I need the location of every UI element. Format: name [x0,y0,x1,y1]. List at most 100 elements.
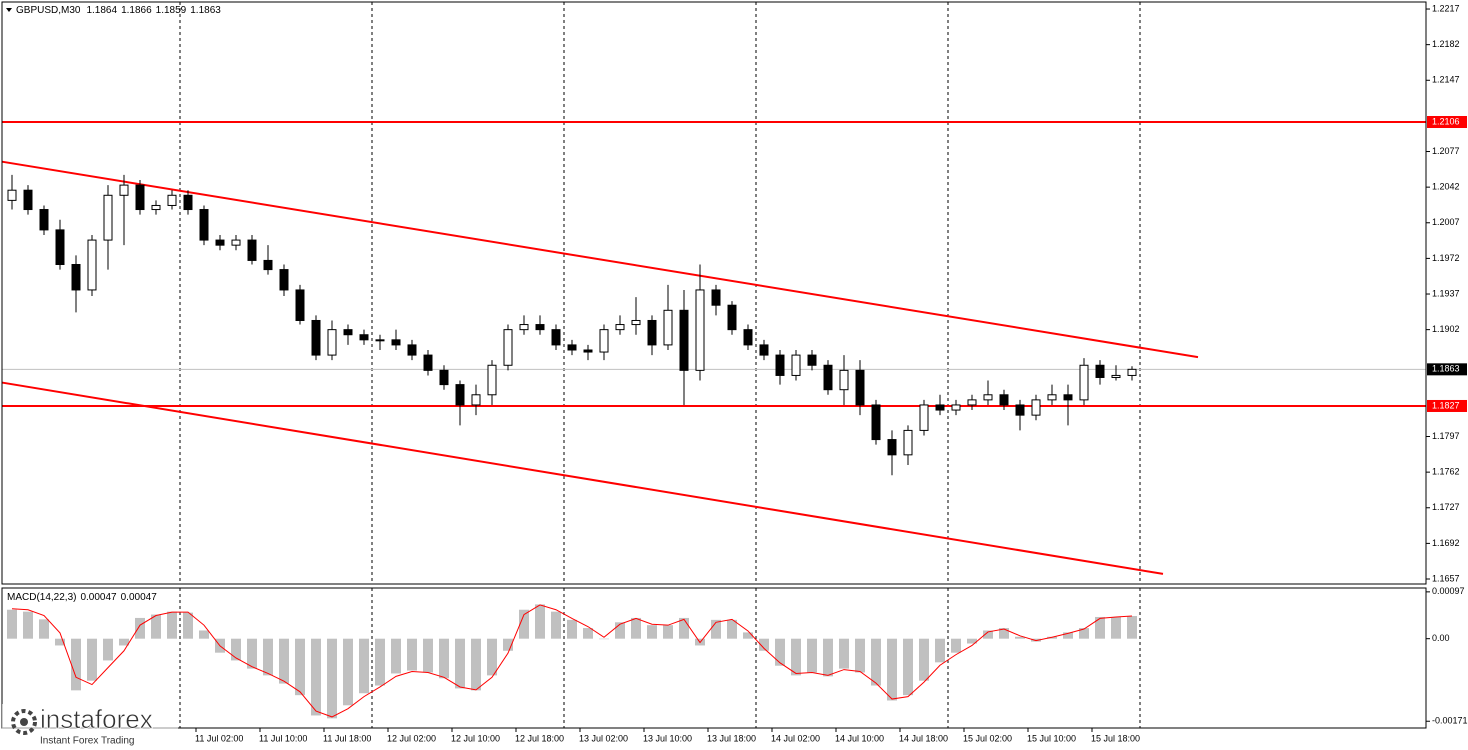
price-header: GBPUSD,M30 1.1864 1.1866 1.1859 1.1863 [16,5,221,16]
last-price-label: 1.1863 [1432,364,1460,374]
macd-value: 0.00047 [80,592,117,603]
macd-bar [487,638,497,676]
y-tick-label: 1.1902 [1432,324,1460,334]
macd-bar [887,638,897,701]
macd-bar [807,638,817,673]
candle-body [391,339,401,346]
price-panel-frame [1,1,1427,585]
macd-bar [87,638,97,681]
candle-body [839,369,849,391]
macd-bar [1079,628,1089,639]
watermark-tagline: Instant Forex Trading [40,736,135,747]
macd-bar [327,638,337,719]
macd-bar [1063,632,1073,639]
macd-bar [999,628,1009,639]
candle-body [311,319,321,356]
x-tick-label: 11 Jul 02:00 [195,733,243,743]
x-tick-label: 13 Jul 02:00 [579,733,628,743]
x-tick-label: 12 Jul 10:00 [451,733,500,743]
candle-body [87,239,97,291]
ohlc-low: 1.1859 [156,5,187,16]
candle-body [567,344,577,351]
plot [1,121,1426,719]
watermark-gear-hub [20,718,28,726]
macd-bar [711,619,721,639]
symbol: GBPUSD,M30 [16,5,81,16]
candle-body [695,289,705,371]
x-tick-label: 12 Jul 02:00 [387,733,436,743]
macd-bar [743,632,753,639]
candle-body [247,239,257,261]
watermark: instaforex Instant Forex Trading [2,704,178,748]
x-tick-label: 15 Jul 02:00 [963,733,1012,743]
candle-body [1047,394,1057,401]
watermark-brand: instaforex [40,704,153,734]
macd-bar [567,619,577,639]
last-price-box [1427,363,1467,376]
candle-body [967,399,977,406]
candle-body [1015,404,1025,416]
level-label: 1.1827 [1432,400,1460,410]
y-tick-label: 1.2042 [1432,182,1460,192]
macd-bar [199,630,209,639]
candle-body [7,189,17,201]
candle-body [71,264,81,291]
macd-bar [247,638,257,669]
macd-panel-frame [1,587,1427,729]
macd-bar [727,619,737,639]
x-tick-label: 14 Jul 02:00 [771,733,820,743]
candle-body [375,339,385,342]
candle-body [535,324,545,331]
level-label-box [1427,399,1467,412]
candle-body [359,334,369,341]
macd-bar [1111,616,1121,639]
macd-bar [1127,616,1137,639]
candle-body [39,209,49,231]
candle-body [455,384,465,406]
x-tick-label: 14 Jul 18:00 [899,733,948,743]
level-label-box [1427,116,1467,129]
y-tick-label: 1.1797 [1432,431,1460,441]
candle-body [647,319,657,346]
candle-body [439,369,449,386]
macd-bar [519,609,529,639]
x-tick-label: 13 Jul 18:00 [707,733,756,743]
candle-body [23,189,33,211]
candle-body [599,329,609,353]
macd-bar [791,638,801,676]
macd-bar [55,638,65,646]
candle-body [679,309,689,371]
macd-bar [455,638,465,689]
y-tick-label: 1.1692 [1432,538,1460,548]
y-tick-label: -0.00171 [1432,716,1468,726]
macd-bar [551,611,561,639]
candle-body [503,329,513,366]
y-tick-label: 1.2217 [1432,3,1460,13]
macd-bar [343,638,353,706]
candle-body [135,184,145,211]
candle-body [583,349,593,353]
macd-bar [983,630,993,639]
macd-bar [951,638,961,653]
x-tick-label: 11 Jul 18:00 [323,733,371,743]
candle-body [1079,364,1089,401]
candle-body [103,194,113,241]
candle-body [487,364,497,396]
candle-body [727,304,737,331]
macd-bar [679,617,689,639]
ohlc-high: 1.1866 [121,5,152,16]
macd-bar [823,638,833,677]
macd-bar [375,638,385,686]
level-label: 1.2106 [1432,116,1460,126]
candle-body [471,394,481,406]
macd-bar [967,638,977,644]
macd-bar [1095,616,1105,639]
x-tick-label: 12 Jul 18:00 [515,733,564,743]
macd-bar [71,638,81,691]
y-tick-label: 1.2077 [1432,146,1460,156]
candle-body [1031,399,1041,416]
macd-bar [39,619,49,639]
y-tick-label: 0.00097 [1432,586,1465,596]
candle-body [983,394,993,401]
candle-body [183,194,193,211]
